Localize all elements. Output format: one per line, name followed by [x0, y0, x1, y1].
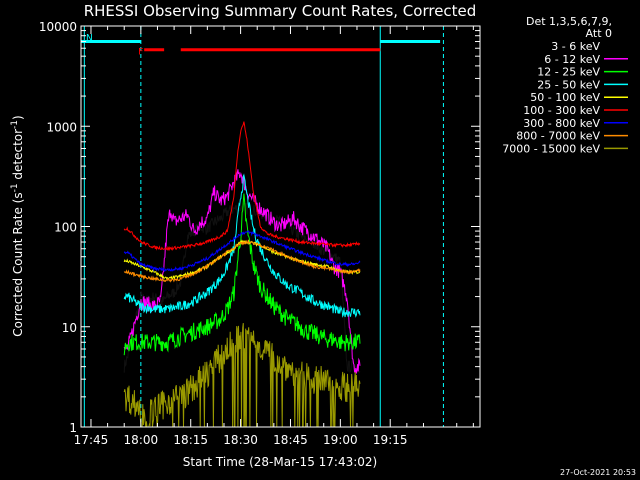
- series-line-2: [123, 169, 361, 374]
- series-line-8: [123, 239, 361, 283]
- legend-header-line-1: Det 1,3,5,6,7,9,: [526, 15, 612, 28]
- legend-label-9: 7000 - 15000 keV: [502, 142, 600, 155]
- x-tick-label-7: 19:15: [373, 433, 408, 447]
- y-tick-label-5: 10000: [39, 20, 77, 34]
- legend-label-8: 800 - 7000 keV: [516, 130, 600, 143]
- y-tick-label-1: 1: [69, 421, 77, 435]
- flag-label-F: F: [138, 48, 143, 58]
- x-tick-label-1: 17:45: [74, 433, 109, 447]
- y-axis-label: Corrected Count Rate (s-1 detector-1): [10, 115, 25, 336]
- legend-header-line-2: Att 0: [586, 27, 612, 40]
- chart-title: RHESSI Observing Summary Count Rates, Co…: [84, 2, 477, 20]
- series-line-9: [123, 323, 361, 427]
- flag-label-N: N: [86, 34, 93, 44]
- series-line-7: [123, 230, 361, 273]
- y-tick-label-2: 10: [62, 321, 77, 335]
- x-tick-label-4: 18:30: [223, 433, 258, 447]
- x-tick-label-5: 18:45: [273, 433, 308, 447]
- legend-label-5: 50 - 100 keV: [530, 91, 600, 104]
- x-tick-label-2: 18:00: [124, 433, 159, 447]
- series-line-1: [123, 202, 361, 373]
- legend-label-6: 100 - 300 keV: [523, 104, 600, 117]
- y-tick-label-3: 100: [54, 221, 77, 235]
- x-tick-label-3: 18:15: [173, 433, 208, 447]
- series-line-4: [123, 173, 361, 318]
- series-line-3: [123, 193, 361, 356]
- series-line-6: [123, 121, 361, 252]
- legend-label-1: 3 - 6 keV: [551, 40, 600, 53]
- legend-label-4: 25 - 50 keV: [537, 78, 600, 91]
- x-axis-label: Start Time (28-Mar-15 17:43:02): [183, 455, 377, 469]
- footer-timestamp: 27-Oct-2021 20:53: [560, 468, 636, 477]
- x-tick-label-6: 19:00: [323, 433, 358, 447]
- legend-label-3: 12 - 25 keV: [537, 66, 600, 79]
- legend-label-2: 6 - 12 keV: [544, 53, 600, 66]
- y-tick-label-4: 1000: [46, 120, 77, 134]
- legend-label-7: 300 - 800 keV: [523, 117, 600, 130]
- series-line-5: [123, 239, 361, 281]
